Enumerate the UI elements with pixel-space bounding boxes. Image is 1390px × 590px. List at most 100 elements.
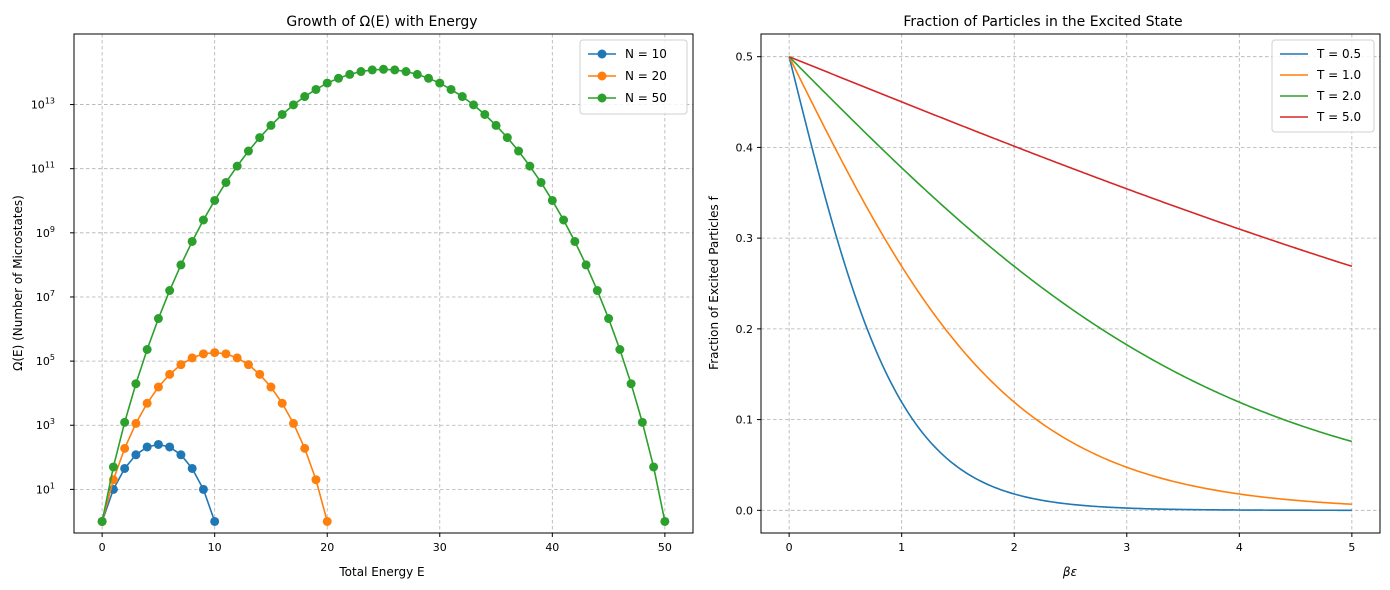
left-series-group xyxy=(97,64,670,526)
left-series-3-marker xyxy=(367,65,377,75)
left-series-2-marker xyxy=(221,349,231,359)
left-series-3-marker xyxy=(525,161,535,171)
left-series-2-marker xyxy=(153,382,163,392)
right-x-tick-label: 5 xyxy=(1348,541,1355,554)
left-series-2-marker xyxy=(322,516,332,526)
left-legend-label: N = 50 xyxy=(625,91,667,105)
left-x-tick-label: 10 xyxy=(208,541,222,554)
left-series-1-marker xyxy=(198,484,208,494)
left-y-tick-label: 107 xyxy=(36,289,55,304)
right-legend-label: T = 0.5 xyxy=(1316,47,1361,61)
left-series-2-marker xyxy=(176,360,186,370)
right-axes-frame xyxy=(760,33,1381,534)
right-grid xyxy=(761,34,1380,533)
left-series-1-marker xyxy=(165,442,175,452)
left-series-3-marker xyxy=(243,146,253,156)
right-y-tick-label: 0.1 xyxy=(736,414,754,427)
right-y-tick-label: 0.0 xyxy=(736,504,754,517)
left-series-2-marker xyxy=(300,443,310,453)
left-series-3-marker xyxy=(536,177,546,187)
left-series-2-marker xyxy=(232,353,242,363)
left-series-2-marker xyxy=(198,349,208,359)
left-legend-label: N = 10 xyxy=(625,47,667,61)
left-series-2-marker xyxy=(142,398,152,408)
left-x-axis-label: Total Energy E xyxy=(338,565,424,579)
left-series-3-marker xyxy=(221,177,231,187)
right-x-ticks: 0 1 2 3 4 5 xyxy=(786,533,1355,554)
left-series-3-marker xyxy=(446,84,456,94)
left-series-3-marker xyxy=(153,314,163,324)
left-y-tick-label: 1013 xyxy=(31,97,55,112)
left-series-2-marker xyxy=(243,360,253,370)
left-series-3-marker xyxy=(311,84,321,94)
left-series-3-marker xyxy=(232,161,242,171)
right-x-tick-label: 2 xyxy=(1011,541,1018,554)
left-legend-marker xyxy=(597,71,607,81)
right-chart: Fraction of Particles in the Excited Sta… xyxy=(707,14,1381,579)
left-series-3-marker xyxy=(424,73,434,83)
left-series-3-marker xyxy=(412,69,422,79)
left-series-3-marker xyxy=(187,236,197,246)
left-series-3-marker xyxy=(480,109,490,119)
left-series-3-marker xyxy=(637,417,647,427)
left-grid xyxy=(74,34,693,533)
left-series-2-marker xyxy=(266,382,276,392)
right-series-line-3 xyxy=(788,56,1353,443)
right-x-tick-label: 0 xyxy=(786,541,793,554)
left-series-line-1 xyxy=(101,443,216,522)
left-legend: N = 10 N = 20 N = 50 xyxy=(579,39,688,115)
left-series-3-marker xyxy=(198,215,208,225)
right-y-tick-label: 0.3 xyxy=(736,232,754,245)
right-y-axis-label: Fraction of Excited Particles f xyxy=(707,195,721,369)
left-series-3-marker xyxy=(288,100,298,110)
left-series-3-marker xyxy=(379,64,388,74)
left-series-3-marker xyxy=(570,236,580,246)
right-y-ticks: 0.0 0.1 0.2 0.3 0.4 0.5 xyxy=(736,51,761,517)
left-series-3-marker xyxy=(457,92,467,102)
left-y-tick-label: 109 xyxy=(36,225,55,240)
left-series-3-marker xyxy=(120,417,130,427)
left-series-3-marker xyxy=(514,146,524,156)
left-series-3-marker xyxy=(266,120,276,130)
left-y-tick-label: 105 xyxy=(36,353,55,368)
left-series-3-marker xyxy=(333,73,343,83)
left-series-3-marker xyxy=(615,345,625,354)
right-chart-title: Fraction of Particles in the Excited Sta… xyxy=(903,14,1182,30)
left-chart-title: Growth of Ω(E) with Energy xyxy=(286,14,477,30)
left-series-3-marker xyxy=(649,462,659,472)
right-x-tick-label: 1 xyxy=(898,541,905,554)
left-x-tick-label: 30 xyxy=(433,541,447,554)
left-series-3-marker xyxy=(592,286,602,296)
left-series-1-marker xyxy=(210,516,220,526)
left-series-3-marker xyxy=(604,314,614,324)
left-series-1-marker xyxy=(176,450,186,460)
left-legend-label: N = 20 xyxy=(625,69,667,83)
left-legend-marker xyxy=(597,49,607,59)
left-y-ticks: 101 103 105 107 109 1011 1013 xyxy=(31,97,74,496)
left-series-3-marker xyxy=(165,286,175,296)
left-series-1-marker xyxy=(120,463,130,473)
right-series-line-1 xyxy=(788,56,1352,512)
left-series-3-marker xyxy=(108,462,118,472)
right-x-tick-label: 3 xyxy=(1123,541,1130,554)
left-series-2-marker xyxy=(165,369,175,379)
left-series-3-marker xyxy=(356,67,366,77)
left-series-3-marker xyxy=(142,345,152,354)
left-series-3-marker xyxy=(547,195,557,205)
left-x-tick-label: 40 xyxy=(545,541,559,554)
left-series-1-marker xyxy=(142,442,152,452)
right-series-line-2 xyxy=(788,56,1352,506)
left-series-1-marker xyxy=(131,450,141,460)
right-legend-box xyxy=(1271,39,1375,133)
right-x-axis-label: βε xyxy=(1062,565,1078,579)
left-x-tick-label: 0 xyxy=(99,541,106,554)
left-series-3-marker xyxy=(131,379,141,389)
left-y-axis-label: Ω(E) (Number of Microstates) xyxy=(11,195,25,371)
left-series-2-marker xyxy=(120,443,130,453)
left-series-3-marker xyxy=(176,260,186,270)
left-axes-frame xyxy=(73,33,694,534)
right-y-tick-label: 0.2 xyxy=(736,323,754,336)
left-series-3-marker xyxy=(581,260,591,270)
right-y-tick-label: 0.4 xyxy=(736,141,754,154)
